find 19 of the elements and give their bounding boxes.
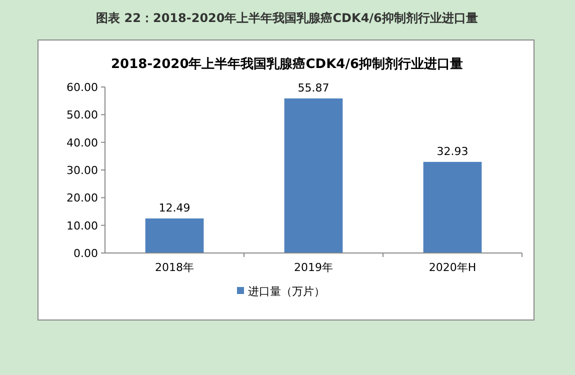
y-tick-label: 40.00 xyxy=(66,136,98,150)
y-tick-label: 50.00 xyxy=(66,108,98,122)
y-tick-label: 0.00 xyxy=(74,247,98,260)
text: 图表 22：2018-2020年上半年我国乳腺癌CDK4/6抑制剂行业进口量 xyxy=(96,11,478,25)
y-tick-label: 20.00 xyxy=(66,192,98,205)
chart-title: 2018-2020年上半年我国乳腺癌CDK4/6抑制剂行业进口量 xyxy=(110,56,464,72)
bar xyxy=(423,162,482,253)
x-tick-label: 2020年H xyxy=(428,261,476,274)
data-label: 12.49 xyxy=(158,201,190,214)
y-tick-label: 60.00 xyxy=(66,81,98,94)
bar xyxy=(145,218,204,253)
y-tick-label: 10.00 xyxy=(66,219,98,232)
x-tick-label: 2018年 xyxy=(155,261,194,274)
bar xyxy=(284,98,343,253)
legend-label: 进口量（万片） xyxy=(248,285,325,298)
data-label: 55.87 xyxy=(298,81,330,94)
data-label: 32.93 xyxy=(436,144,468,158)
x-tick-label: 2019年 xyxy=(294,261,333,274)
y-tick-label: 30.00 xyxy=(66,164,98,177)
